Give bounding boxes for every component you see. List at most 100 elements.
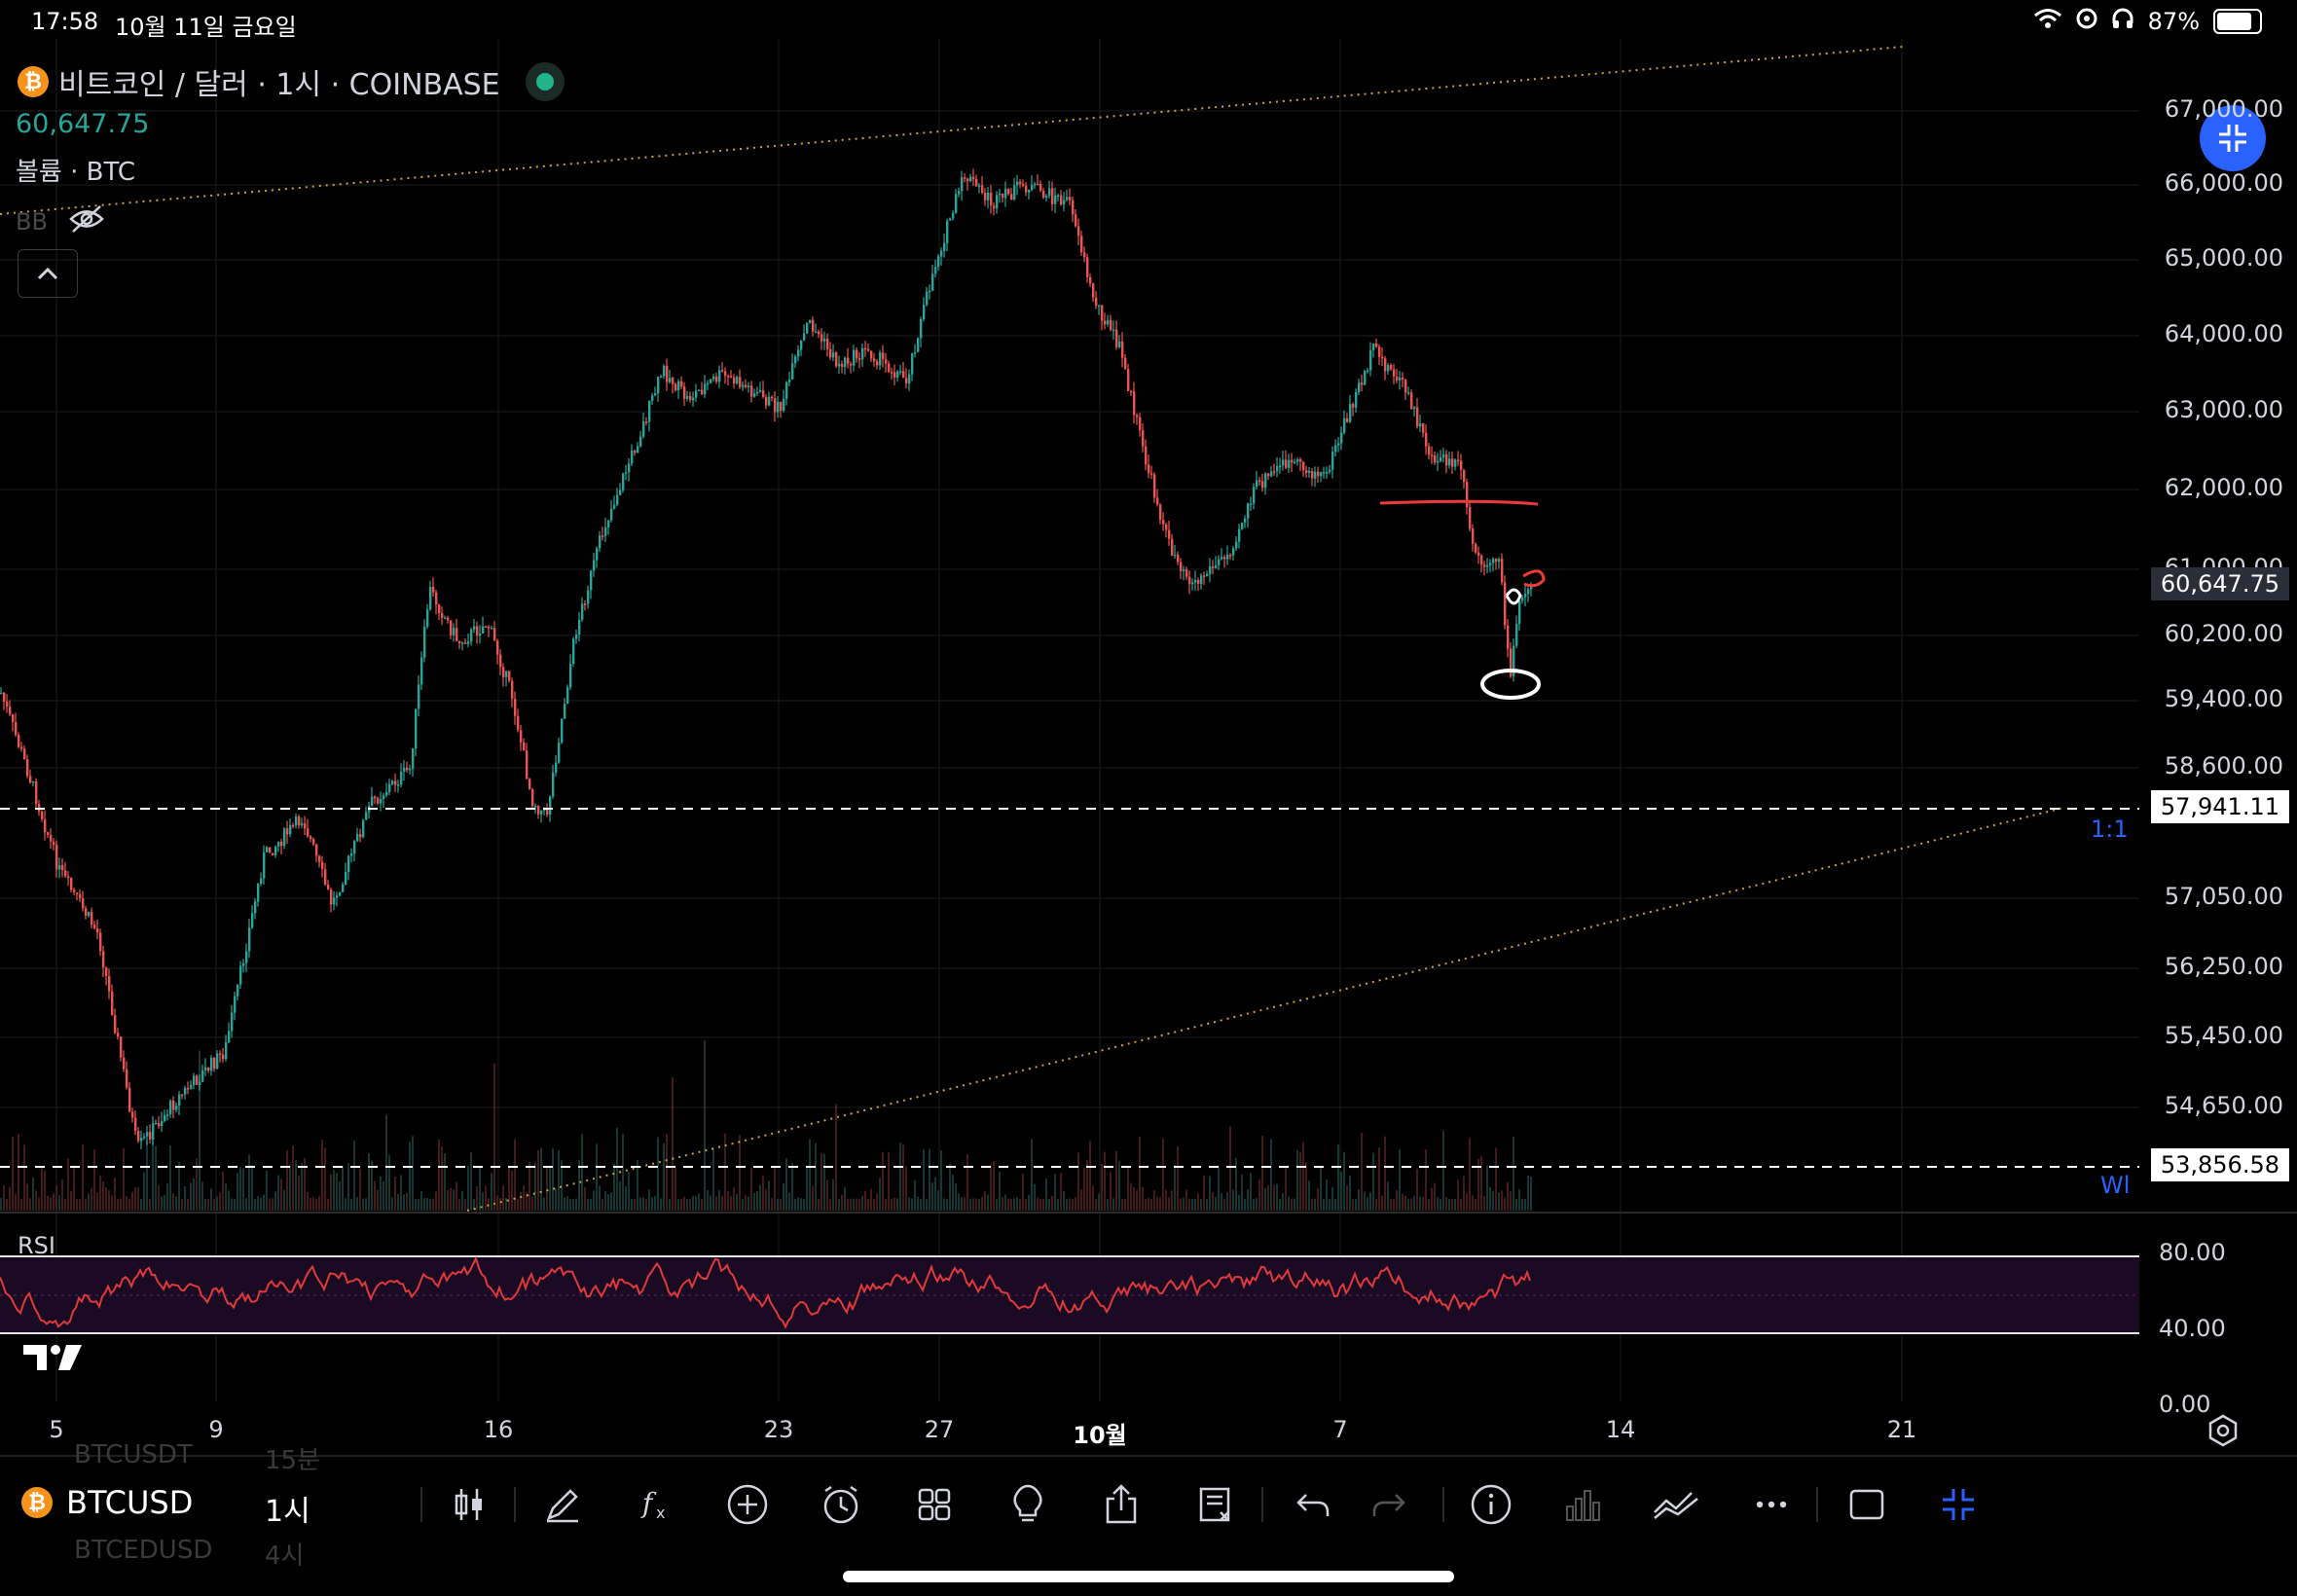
symbol-search-button[interactable]: ₿ BTCUSD (21, 1484, 193, 1521)
eye-hidden-icon[interactable] (67, 204, 106, 239)
candle-body (117, 1033, 120, 1037)
volume-bar (196, 1158, 198, 1211)
volume-bar (82, 1143, 84, 1211)
candle-body (1101, 305, 1104, 321)
volume-bar (1130, 1182, 1132, 1211)
volume-bar (899, 1143, 901, 1211)
volume-bar (1115, 1151, 1117, 1211)
more-icon[interactable] (1748, 1481, 1795, 1528)
chart-settings-icon[interactable] (2206, 1413, 2241, 1448)
candle-body (1104, 320, 1107, 325)
undo-icon[interactable] (1291, 1481, 1337, 1528)
candle-body (718, 370, 721, 382)
rsi-line (0, 1255, 1531, 1329)
redo-icon[interactable] (1365, 1481, 1411, 1528)
scale-mode-label[interactable]: 1:1 (2091, 816, 2129, 843)
candle-body (677, 381, 680, 390)
volume-bar (371, 1160, 373, 1211)
volume-bar (619, 1180, 621, 1211)
candle-body (435, 592, 438, 605)
interval-button[interactable]: 1시 (265, 1495, 310, 1529)
candle-body (683, 386, 686, 399)
candle-body (966, 178, 969, 182)
candle-body (695, 390, 698, 398)
volume-bar (263, 1194, 265, 1211)
volume-bar (564, 1197, 565, 1211)
candle-body (432, 586, 435, 593)
info-icon[interactable] (1468, 1481, 1514, 1528)
compress-toolbar-icon[interactable] (1935, 1481, 1982, 1528)
volume-bar (1314, 1198, 1316, 1211)
candle-body (873, 358, 876, 362)
volume-bar (1437, 1196, 1439, 1211)
volume-bar (1291, 1198, 1293, 1211)
volume-bar (1513, 1136, 1514, 1211)
volume-bar (1089, 1141, 1091, 1211)
home-indicator[interactable] (843, 1571, 1454, 1582)
volume-bar (1083, 1167, 1085, 1211)
candle-body (856, 349, 858, 359)
candle-body (1110, 319, 1112, 331)
volume-bar (1028, 1194, 1030, 1211)
candle-body (1019, 181, 1022, 185)
candle-body (301, 823, 304, 826)
add-icon[interactable] (724, 1481, 771, 1528)
bulb-icon[interactable] (1004, 1481, 1051, 1528)
volume-bar (403, 1194, 405, 1211)
volume-bar (704, 1040, 706, 1211)
chevron-up-icon (37, 267, 58, 280)
candles-icon[interactable] (446, 1481, 492, 1528)
collapse-legend-button[interactable] (18, 249, 78, 298)
volume-bar (1346, 1184, 1348, 1211)
volume-bar (143, 1172, 145, 1211)
grid-icon[interactable] (911, 1481, 958, 1528)
candle-body (724, 371, 727, 377)
candle-body (1296, 458, 1299, 462)
price-axis-label: 66,000.00 (2164, 169, 2283, 197)
candle-body (175, 1106, 178, 1110)
volume-bar (642, 1197, 644, 1211)
compress-icon (2219, 125, 2246, 152)
alarm-icon[interactable] (818, 1481, 864, 1528)
wl-label[interactable]: Wl (2100, 1172, 2131, 1199)
volume-bar (844, 1186, 846, 1211)
volume-bars-icon[interactable] (1559, 1481, 1606, 1528)
candle-body (1515, 624, 1518, 646)
pencil-icon[interactable] (539, 1481, 586, 1528)
candle-body (1314, 471, 1317, 479)
candle-body (99, 932, 102, 952)
volume-bar (0, 1197, 2, 1211)
candle-body (969, 176, 972, 182)
checklist-icon[interactable] (1193, 1481, 1240, 1528)
candle-body (1142, 430, 1145, 447)
volume-bar (712, 1147, 714, 1211)
candle-body (1031, 184, 1034, 191)
volume-bar (140, 1198, 142, 1211)
volume-bar (742, 1198, 744, 1211)
volume-bar (765, 1188, 767, 1211)
volume-bar (747, 1196, 749, 1211)
share-icon[interactable] (1098, 1481, 1145, 1528)
volume-bar (1250, 1173, 1252, 1211)
candle-body (1206, 573, 1209, 577)
candle-body (1048, 188, 1051, 197)
candle-body (1416, 407, 1419, 427)
candle-body (566, 687, 569, 704)
trend-icon[interactable] (1653, 1481, 1699, 1528)
square-icon[interactable] (1843, 1481, 1890, 1528)
candle-body (911, 353, 914, 375)
volume-bar (893, 1197, 895, 1211)
candle-body (564, 703, 566, 719)
candle-body (864, 347, 867, 350)
market-status-icon[interactable] (525, 62, 565, 101)
chart-canvas[interactable] (0, 0, 2297, 1460)
bb-legend[interactable]: BB (16, 204, 106, 239)
volume-legend[interactable]: 볼륨 · BTC (16, 158, 135, 187)
volume-bar (29, 1198, 31, 1211)
candle-body (345, 871, 347, 885)
volume-bar (482, 1192, 484, 1211)
rsi-label[interactable]: RSI (18, 1232, 55, 1259)
symbol-title[interactable]: ₿ 비트코인 / 달러 · 1시 · COINBASE (18, 60, 565, 103)
exit-fullscreen-button[interactable] (2200, 105, 2266, 171)
